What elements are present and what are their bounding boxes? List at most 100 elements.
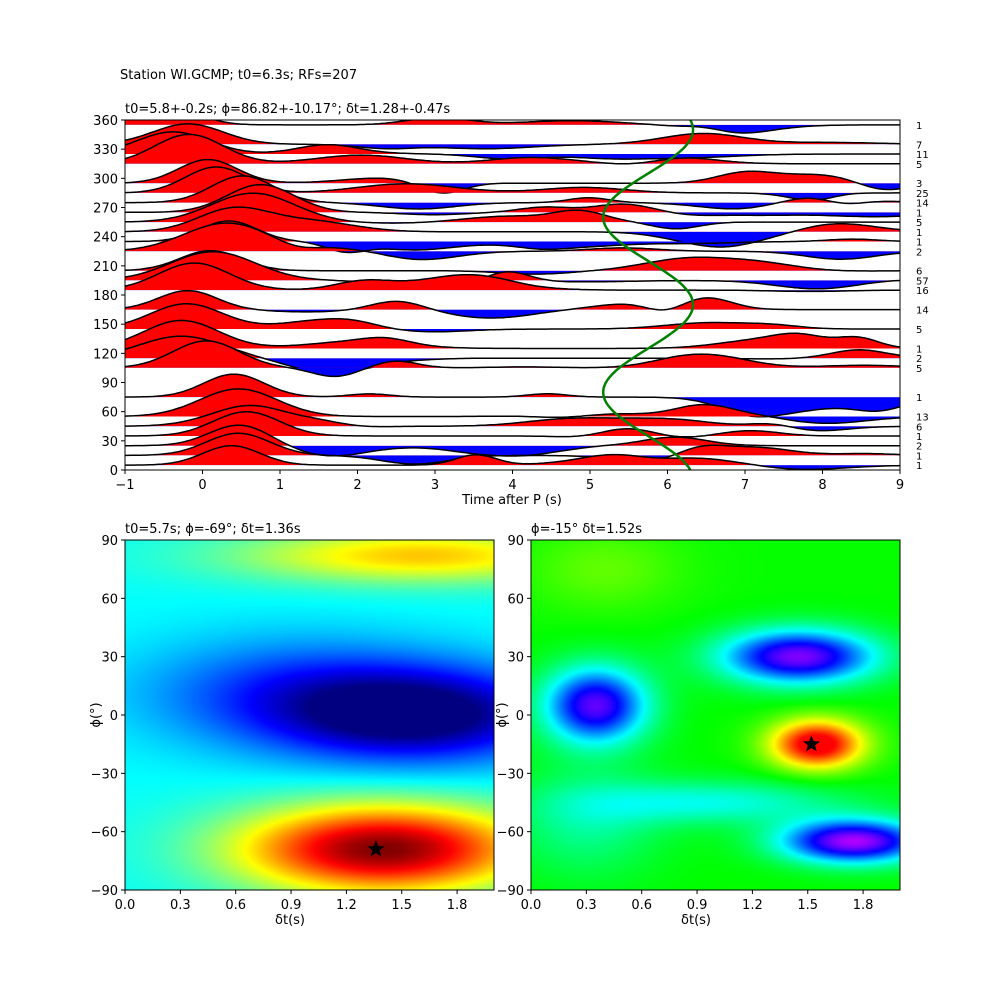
trace-line: [125, 183, 900, 218]
bin-count-label: 11: [916, 150, 929, 161]
trace-line: [125, 175, 900, 210]
bin-count-label: 5: [916, 364, 922, 375]
rf-trace: [125, 192, 900, 230]
rf-trace: [125, 340, 900, 378]
y-tick-label: 120: [93, 347, 118, 362]
bin-count-label: 1: [916, 461, 922, 472]
heatmap-right-panel: ϕ=-15° δt=1.52s 0.0 0.3 0.6 0.9 1.2 1.5 1.8 −9…: [495, 522, 901, 928]
y-tick-label: −90: [497, 884, 524, 899]
positive-fill: [125, 290, 900, 310]
heatmap-right-y-axis: −90 −60 −30 0 30 60 90: [497, 534, 531, 899]
rf-traces: [125, 120, 900, 470]
bin-count-label: 2: [916, 354, 922, 365]
x-tick-label: 1.2: [336, 898, 357, 913]
rf-trace: [125, 251, 900, 290]
positive-fill: [125, 250, 848, 271]
x-tick-label: 1.8: [447, 898, 468, 913]
bin-count-label: 1: [916, 345, 922, 356]
rf-trace: [125, 123, 900, 150]
heatmap-right-x-label: δt(s): [681, 913, 711, 928]
bin-count-label: 5: [916, 325, 922, 336]
y-tick-label: 60: [101, 406, 118, 421]
x-tick-label: −1: [115, 478, 134, 493]
rf-x-axis: −1 0 1 2 3 4 5 6 7 8 9: [115, 470, 904, 493]
y-tick-label: 90: [101, 377, 118, 392]
negative-fill: [332, 202, 865, 209]
negative-fill: [304, 144, 597, 149]
x-tick-label: 1.5: [797, 898, 818, 913]
rf-trace: [125, 404, 900, 432]
heatmap-left-title: t0=5.7s; ϕ=-69°; δt=1.36s: [125, 522, 301, 537]
bin-count-label: 7: [916, 140, 922, 151]
bin-count-label: 1: [916, 228, 922, 239]
trace-line: [125, 340, 900, 378]
x-tick-label: 4: [508, 478, 516, 493]
trace-line: [125, 251, 900, 290]
y-tick-label: 60: [101, 592, 118, 607]
trace-line: [125, 388, 900, 425]
y-tick-label: 60: [507, 592, 524, 607]
bin-count-label: 5: [916, 218, 922, 229]
negative-fill: [125, 192, 900, 201]
bin-count-label: 3: [916, 179, 922, 190]
positive-fill: [125, 388, 900, 417]
x-tick-label: 0.0: [521, 898, 542, 913]
positive-fill: [125, 374, 900, 398]
negative-fill: [362, 222, 749, 229]
bin-count-label: 16: [916, 286, 929, 297]
positive-fill: [125, 123, 900, 145]
bin-count-label: 6: [916, 267, 922, 278]
y-tick-label: 330: [93, 143, 118, 158]
y-tick-label: 150: [93, 318, 118, 333]
best-fit-star-right: [802, 735, 820, 752]
y-tick-label: 180: [93, 289, 118, 304]
positive-fill: [125, 263, 900, 291]
bin-count-label: 2: [916, 442, 922, 453]
x-tick-label: 1.8: [853, 898, 874, 913]
y-tick-label: 30: [101, 651, 118, 666]
positive-fill: [125, 405, 788, 427]
positive-fill: [125, 251, 551, 281]
rf-trace: [125, 410, 900, 438]
best-fit-star-left: [367, 840, 385, 857]
rf-trace: [125, 444, 900, 470]
rf-trace: [125, 432, 900, 465]
trace-line: [125, 410, 900, 438]
x-tick-label: 7: [741, 478, 749, 493]
rf-panel: t0=5.8+-0.2s; ϕ=86.82+-10.17°; δt=1.28+-…: [93, 102, 929, 508]
bin-count-label: 1: [916, 208, 922, 219]
heatmap-left-y-axis: −90 −60 −30 0 30 60 90: [91, 534, 125, 899]
trace-line: [125, 444, 900, 470]
bin-count-label: 14: [916, 306, 929, 317]
trace-line: [125, 123, 900, 150]
figure-suptitle: Station WI.GCMP; t0=6.3s; RFs=207: [120, 68, 357, 83]
positive-fill: [125, 131, 900, 154]
bin-count-label: 5: [916, 160, 922, 171]
y-tick-label: 30: [507, 651, 524, 666]
heatmap-left-x-axis: 0.0 0.3 0.6 0.9 1.2 1.5 1.8: [115, 890, 468, 913]
trace-line: [125, 158, 900, 194]
x-tick-label: 0.0: [115, 898, 136, 913]
x-tick-label: 0.3: [576, 898, 597, 913]
y-tick-label: 210: [93, 260, 118, 275]
heatmap-right-title: ϕ=-15° δt=1.52s: [531, 522, 642, 537]
y-tick-label: −30: [91, 767, 118, 782]
x-tick-label: 5: [586, 478, 594, 493]
bin-count-label: 2: [916, 247, 922, 258]
bin-count-label: 13: [916, 413, 929, 424]
y-tick-label: −60: [497, 826, 524, 841]
x-tick-label: 6: [663, 478, 671, 493]
y-tick-label: 270: [93, 202, 118, 217]
trace-line: [125, 432, 900, 465]
trace-line: [125, 404, 900, 432]
y-tick-label: −60: [91, 826, 118, 841]
negative-fill: [125, 212, 900, 217]
trace-line: [125, 335, 900, 374]
trace-line: [213, 120, 900, 134]
y-tick-label: 240: [93, 231, 118, 246]
rf-trace: [125, 303, 900, 333]
y-tick-label: 90: [101, 534, 118, 549]
rf-trace: [125, 222, 900, 261]
